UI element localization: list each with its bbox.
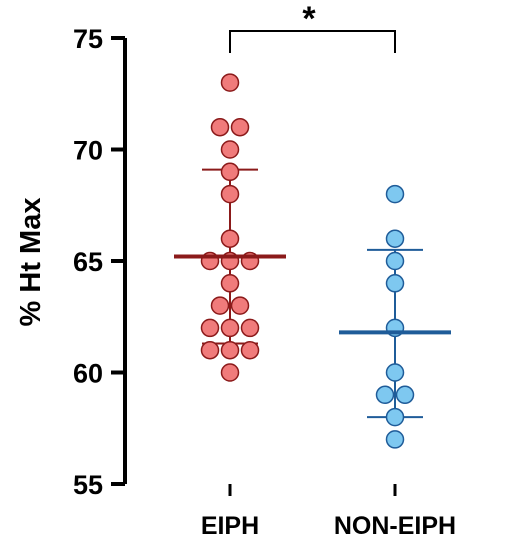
data-point: [210, 296, 230, 315]
data-point: [240, 340, 260, 360]
significance-label: *: [302, 0, 316, 38]
y-tick-label: 65: [73, 247, 103, 277]
category-label: EIPH: [201, 512, 259, 540]
bracket-line: [229, 30, 396, 53]
data-point: [220, 340, 240, 360]
data-point: [220, 140, 240, 159]
category-labels: EIPH NON-EIPH: [201, 484, 456, 540]
data-point: [385, 251, 405, 271]
data-point: [200, 340, 220, 360]
data-point: [220, 184, 240, 204]
category-label: NON-EIPH: [334, 512, 456, 540]
y-tick-label: 70: [73, 136, 103, 166]
data-point: [230, 296, 250, 315]
y-tick-label: 75: [73, 24, 103, 54]
data-point: [395, 385, 415, 405]
significance-bracket: [229, 30, 396, 53]
data-point: [385, 430, 405, 449]
data-point: [240, 318, 260, 338]
data-point: [200, 318, 220, 338]
data-point: [385, 229, 405, 248]
data-point: [375, 385, 395, 405]
data-point: [385, 363, 405, 382]
mean-lines: [174, 254, 451, 335]
data-point: [230, 117, 250, 137]
y-axis-title: % Ht Max: [15, 198, 47, 327]
data-point: [220, 73, 240, 92]
y-tick-label: 60: [73, 359, 103, 389]
data-point: [220, 162, 240, 182]
data-point: [210, 117, 230, 137]
data-point: [385, 407, 405, 427]
data-point: [385, 184, 405, 204]
data-point: [220, 229, 240, 248]
y-tick-label: 55: [73, 470, 103, 500]
data-point: [385, 274, 405, 293]
data-point: [220, 274, 240, 293]
y-axis: 55 60 65 70 75: [73, 24, 127, 500]
data-point: [220, 318, 240, 338]
data-points: [200, 73, 415, 449]
data-point: [220, 363, 240, 382]
